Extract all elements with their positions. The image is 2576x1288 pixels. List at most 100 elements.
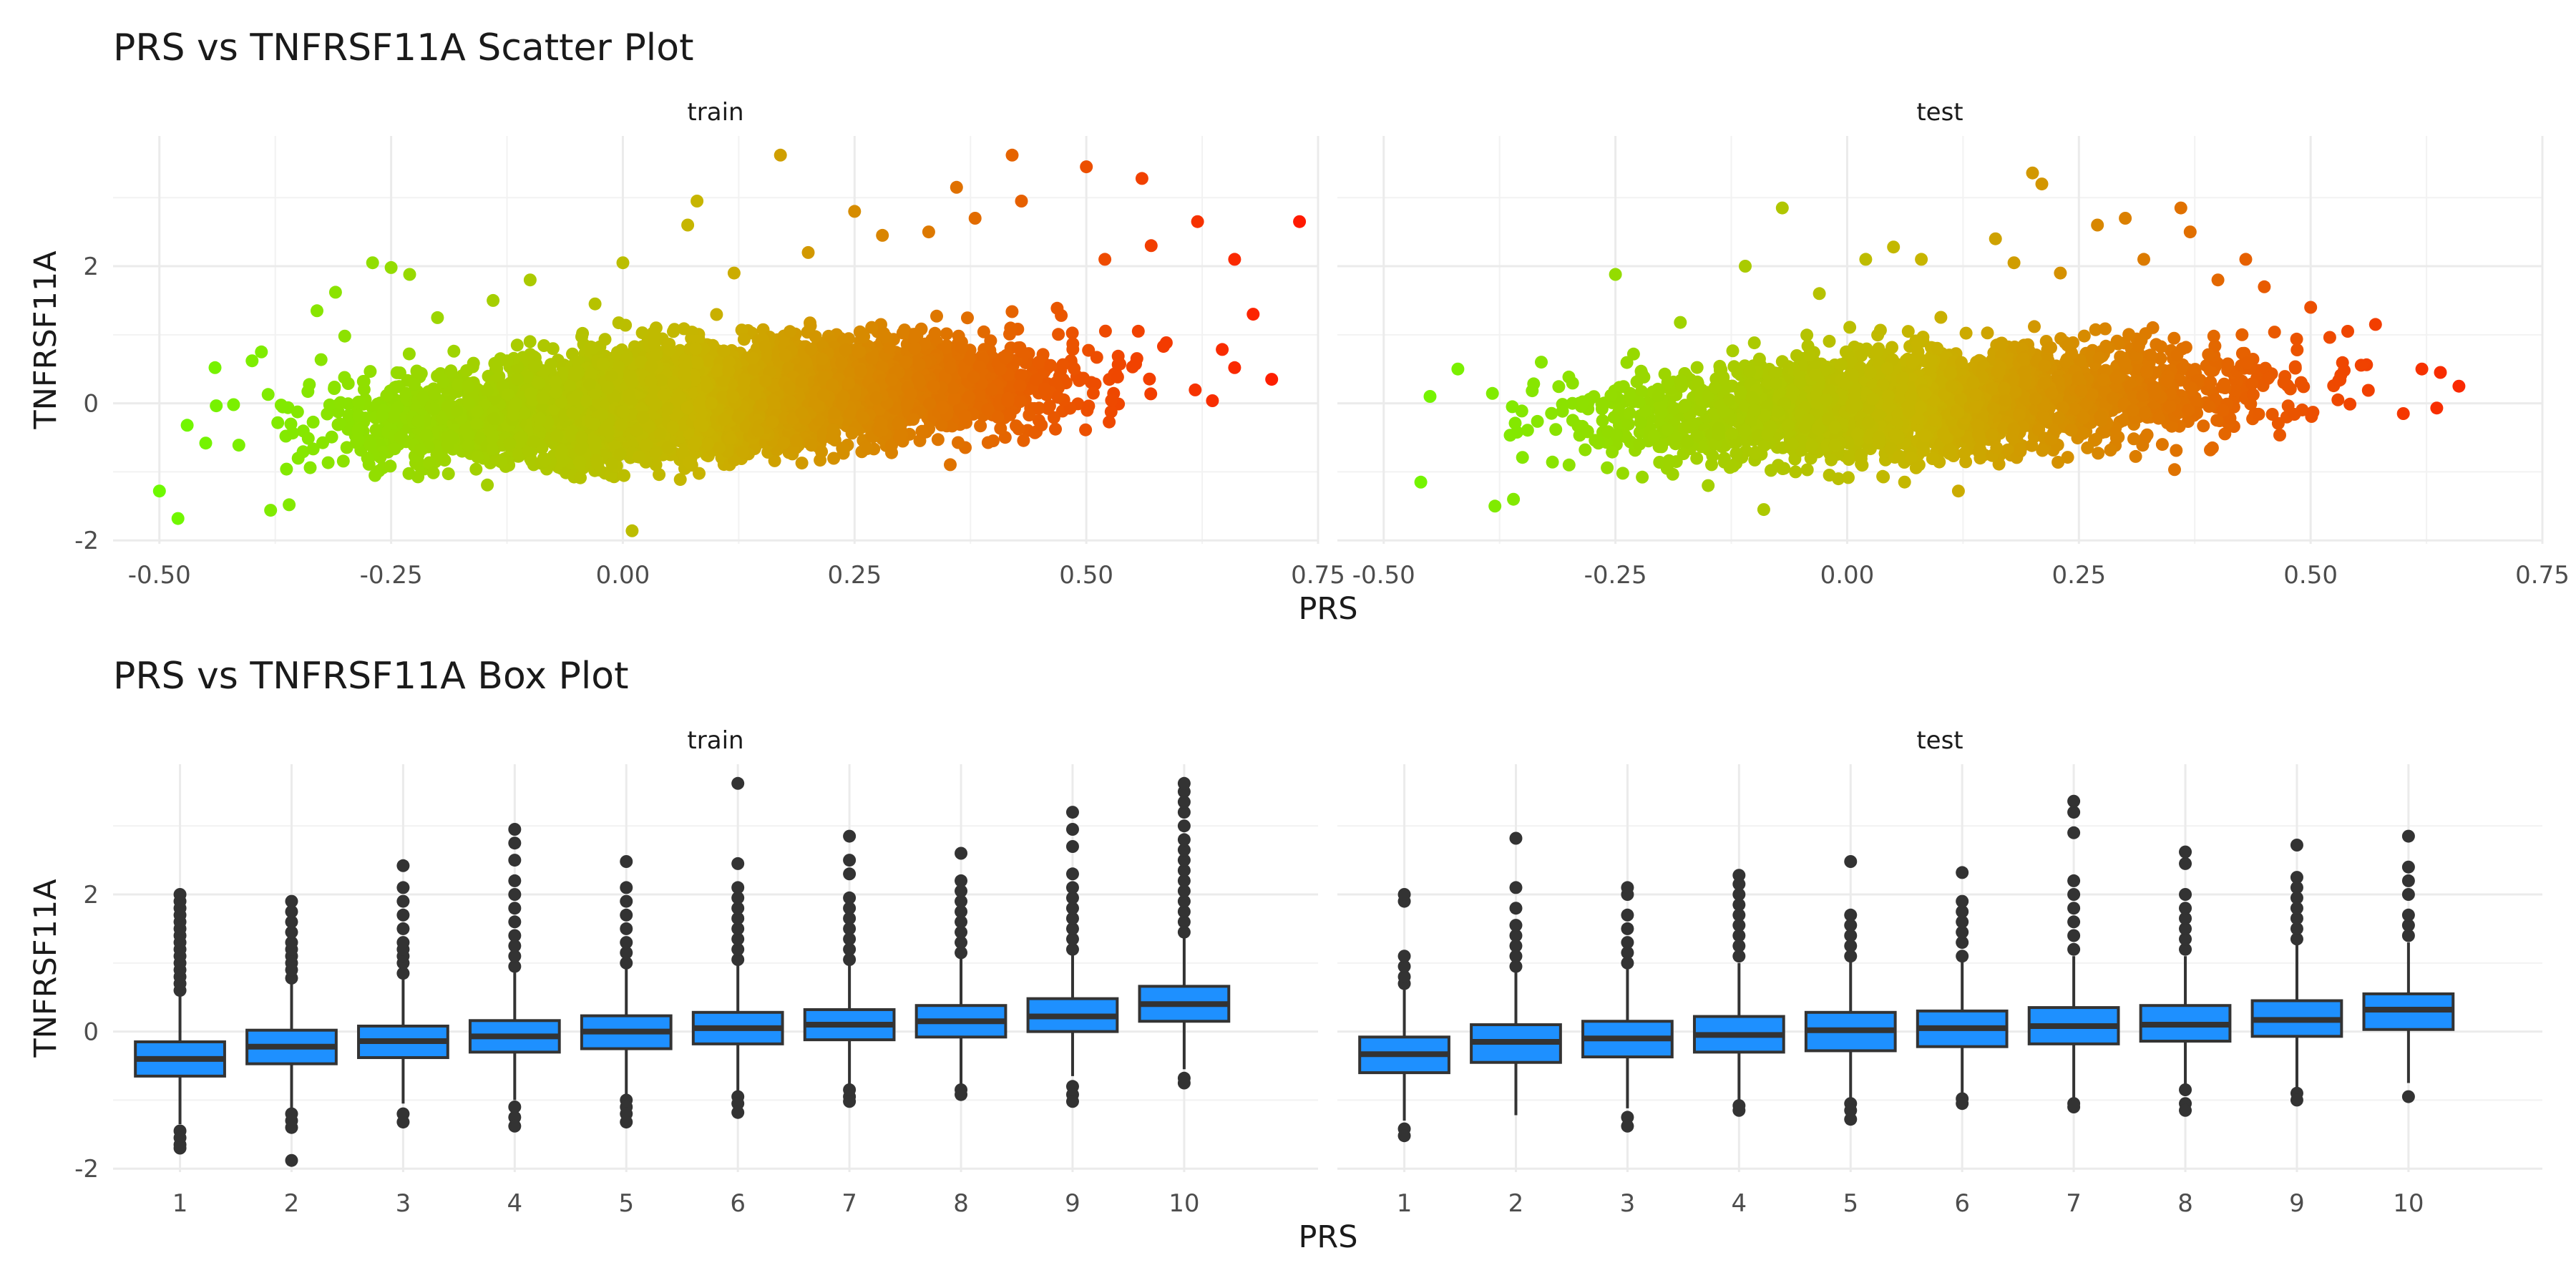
data-point <box>907 413 920 426</box>
data-point <box>426 466 440 479</box>
data-point <box>341 377 355 390</box>
data-point <box>462 397 476 411</box>
data-point <box>1077 371 1090 385</box>
scatter-cloud-train <box>210 301 1229 492</box>
data-point <box>612 316 625 330</box>
data-point <box>1055 308 1068 322</box>
data-point <box>271 416 285 429</box>
data-point <box>597 357 610 371</box>
data-point <box>1013 379 1027 392</box>
data-point <box>845 426 859 440</box>
data-point <box>693 467 706 480</box>
data-point <box>303 461 317 474</box>
data-point <box>896 326 909 340</box>
data-point <box>1090 351 1103 364</box>
data-point <box>930 309 943 323</box>
data-point <box>574 471 587 484</box>
data-point <box>1051 391 1065 404</box>
data-point <box>351 432 365 446</box>
data-point <box>555 447 567 461</box>
data-point <box>1103 415 1116 429</box>
data-point <box>907 328 921 341</box>
data-point <box>1068 362 1081 376</box>
data-point <box>444 364 458 378</box>
data-point <box>883 341 897 355</box>
data-point <box>647 330 660 343</box>
data-point <box>369 469 382 482</box>
data-point <box>419 428 433 441</box>
data-point <box>758 339 772 353</box>
data-point <box>614 418 628 431</box>
data-point <box>1044 358 1058 372</box>
data-point <box>1023 409 1036 421</box>
data-point <box>328 382 341 395</box>
data-point <box>470 417 483 431</box>
data-point <box>471 450 484 464</box>
data-point <box>1017 434 1030 447</box>
data-point <box>630 424 643 437</box>
data-point <box>441 430 454 444</box>
data-point <box>885 446 898 459</box>
data-point <box>650 348 663 361</box>
data-point <box>893 431 907 444</box>
data-point <box>510 338 524 352</box>
data-point <box>436 375 450 389</box>
data-point <box>462 439 475 452</box>
data-point <box>865 351 879 364</box>
data-point <box>1111 370 1124 384</box>
data-point <box>653 468 666 482</box>
data-point <box>402 347 416 361</box>
data-point <box>284 417 298 431</box>
data-point <box>1056 358 1070 371</box>
data-point <box>459 424 472 437</box>
data-point <box>481 478 494 492</box>
data-point <box>1015 345 1028 358</box>
data-point <box>789 434 803 447</box>
data-point <box>306 415 320 429</box>
data-point <box>1144 387 1158 401</box>
data-point <box>827 452 841 465</box>
data-point <box>993 363 1007 376</box>
data-point <box>575 330 588 343</box>
data-point <box>388 442 401 456</box>
data-point <box>837 442 851 456</box>
data-point <box>940 327 953 341</box>
data-point <box>1098 324 1112 338</box>
data-point <box>853 345 867 358</box>
data-point <box>981 436 995 449</box>
data-point <box>1005 305 1019 318</box>
data-point <box>537 339 551 352</box>
data-point <box>723 431 737 445</box>
data-point <box>210 399 223 413</box>
data-point <box>416 390 430 404</box>
data-point <box>994 421 1008 435</box>
data-point <box>1065 326 1079 340</box>
data-point <box>587 341 600 355</box>
data-point <box>737 333 751 346</box>
data-point <box>1111 358 1125 371</box>
scatter-grid-test <box>1337 136 2544 544</box>
data-point <box>736 446 750 459</box>
data-point <box>428 387 441 401</box>
data-point <box>261 388 275 401</box>
data-point <box>590 454 603 467</box>
data-point <box>402 467 416 480</box>
data-point <box>460 364 473 377</box>
data-point <box>1003 408 1017 421</box>
data-point <box>928 326 942 340</box>
data-point <box>1131 324 1145 338</box>
data-point <box>877 326 890 340</box>
scatter-title: PRS vs TNFRSF11A Scatter Plot <box>113 26 693 69</box>
data-point <box>500 354 514 368</box>
data-point <box>280 462 293 476</box>
data-point <box>826 423 840 436</box>
data-point <box>232 439 245 452</box>
data-point <box>981 403 995 416</box>
data-point <box>352 409 366 423</box>
data-point <box>1086 386 1100 400</box>
data-point <box>904 387 917 401</box>
data-point <box>661 441 675 454</box>
data-point <box>1004 321 1018 335</box>
data-point <box>532 376 545 390</box>
data-point <box>323 398 336 411</box>
